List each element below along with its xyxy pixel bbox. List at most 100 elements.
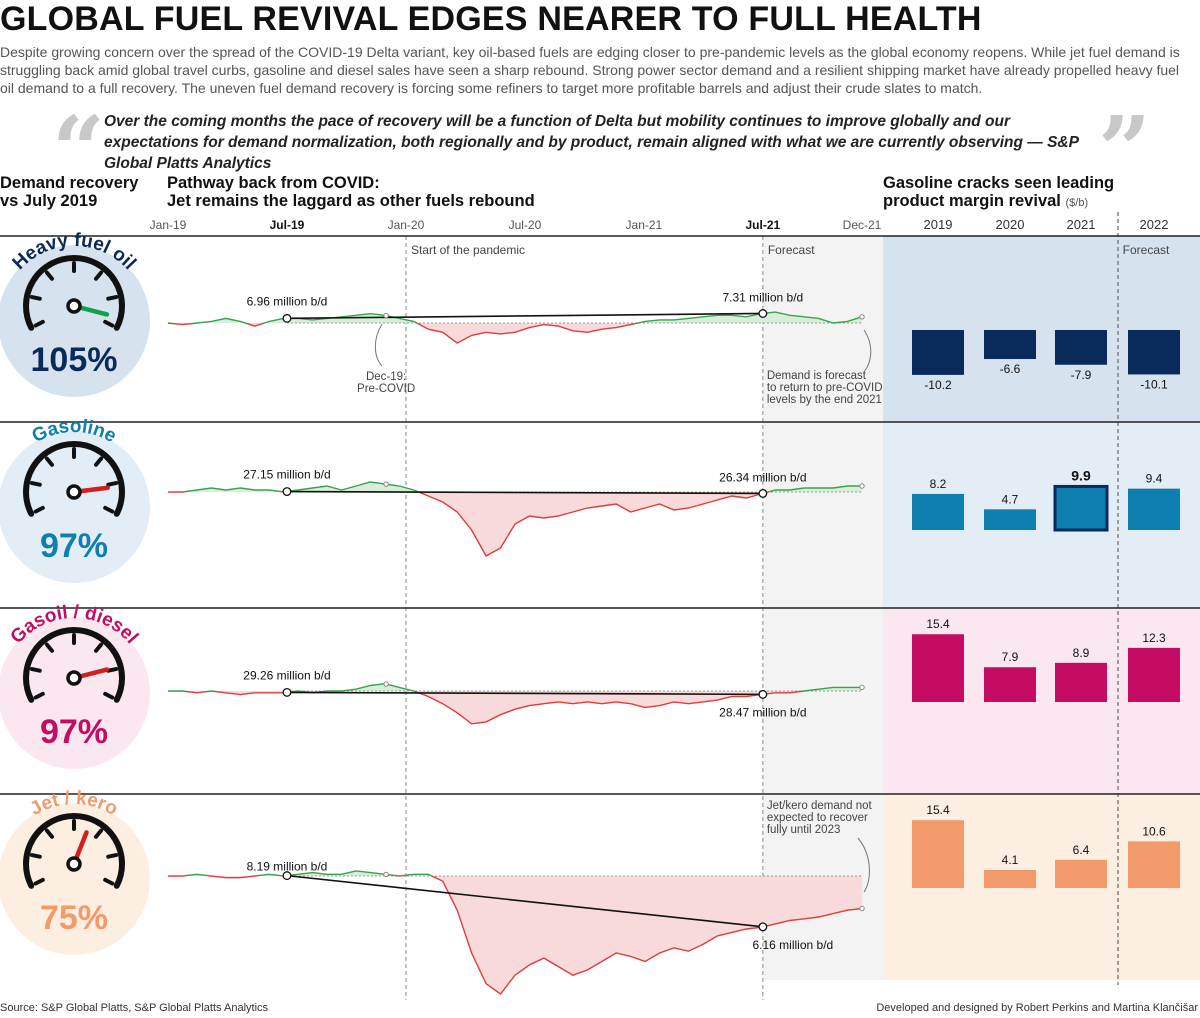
end-marker [859, 483, 865, 489]
hfo-forecast-note: to return to pre-COVID [767, 382, 883, 394]
crack-value-label: 15.4 [926, 803, 950, 817]
jul19-jul21-connector [286, 490, 763, 495]
gauge-tick [94, 456, 104, 467]
jul19-marker [282, 487, 292, 496]
crack-bar [1055, 330, 1107, 365]
forecast-label: Forecast [768, 243, 815, 257]
gauge-disc [0, 803, 150, 955]
gauge-tick [29, 481, 42, 487]
x-tick-label: Jan-21 [626, 218, 663, 232]
jet-forecast-note: fully until 2023 [767, 824, 841, 836]
x-tick-label: Jul-19 [270, 218, 305, 232]
jul21-marker [758, 689, 768, 699]
crack-value-label: 12.3 [1142, 631, 1166, 645]
intro-text: Despite growing concern over the spread … [0, 44, 1180, 96]
gauge-icon [23, 813, 125, 889]
jul21-value-label: 7.31 million b/d [722, 290, 803, 304]
crack-value-label: -10.1 [1140, 377, 1168, 391]
crack-value-label: 4.1 [1002, 853, 1019, 867]
pre-covid-note: Pre-COVID [357, 383, 415, 395]
gauge-tick [103, 319, 115, 328]
recovery-percent: 97% [40, 713, 108, 751]
cracks-panel-bg-hfo [883, 236, 1200, 422]
gauge-tick [44, 828, 54, 839]
gauge-tick [33, 319, 45, 328]
gauge-tick [33, 505, 45, 514]
gauge-disc [0, 617, 150, 769]
open-quote-icon: “ [52, 96, 105, 204]
gauge-tick [106, 481, 119, 487]
dec19-marker [383, 312, 389, 319]
jul19-marker [282, 687, 292, 697]
crack-value-label: 8.2 [930, 477, 947, 491]
x-tick-label: Jan-19 [150, 218, 187, 232]
jul21-value-label: 26.34 million b/d [719, 470, 806, 484]
gauge-tick [44, 456, 54, 467]
analyst-quote: Over the coming months the pace of recov… [104, 113, 1079, 172]
gauge-icon [23, 255, 125, 331]
jul19-value-label: 8.19 million b/d [247, 860, 328, 874]
area-below-baseline [168, 691, 862, 724]
bar-year-label: 2022 [1140, 217, 1169, 232]
x-tick-label: Jan-20 [388, 218, 425, 232]
gauge-tick [44, 642, 54, 653]
crack-bar [1055, 859, 1107, 888]
close-quote-icon: ” [1098, 96, 1151, 204]
crack-value-label: 15.4 [926, 617, 950, 631]
jet-forecast-note: expected to recover [767, 812, 868, 824]
demand-line-below [167, 323, 840, 344]
recovery-percent: 97% [40, 527, 108, 565]
jul19-jul21-connector [286, 312, 763, 320]
crack-value-label: 9.4 [1146, 472, 1163, 486]
jet-forecast-note: Jet/kero demand not [767, 800, 873, 812]
gauge-tick [33, 877, 45, 886]
crack-value-label: 6.4 [1073, 843, 1090, 857]
dec19-marker [383, 481, 389, 487]
area-above-baseline [168, 482, 862, 492]
area-below-baseline [168, 876, 862, 994]
hfo-note-pointer [863, 329, 872, 373]
crack-bar [1128, 488, 1180, 530]
crack-bar [1128, 841, 1180, 888]
end-marker [859, 684, 865, 691]
jul21-marker [758, 922, 768, 932]
crack-value-label: 4.7 [1002, 492, 1019, 506]
demand-line-below [168, 876, 863, 995]
panel-diesel: 29.26 million b/d28.47 million b/d97%Gas… [0, 602, 1180, 769]
panel-jet: 8.19 million b/d6.16 million b/d75%Jet /… [0, 788, 1180, 995]
recovery-percent: 75% [40, 899, 108, 937]
jul21-value-label: 6.16 million b/d [752, 938, 833, 952]
recovery-percent: 105% [31, 341, 118, 379]
crack-value-label: -7.9 [1071, 368, 1092, 382]
bar-year-label: 2020 [996, 217, 1025, 232]
hfo-forecast-note: levels by the end 2021 [767, 394, 882, 406]
crack-bar [984, 869, 1036, 888]
page-title: GLOBAL FUEL REVIVAL EDGES NEARER TO FULL… [0, 0, 982, 38]
credit-note: Developed and designed by Robert Perkins… [876, 1002, 1198, 1014]
pre-covid-note: Dec-19: [366, 371, 406, 383]
gauge-hub [66, 670, 82, 686]
pre-covid-pointer [374, 323, 383, 367]
crack-bar [1128, 330, 1180, 375]
gauge-tick [103, 877, 115, 886]
gauge-tick [103, 691, 115, 700]
gauge-tick [94, 270, 104, 281]
gauge-tick [29, 295, 42, 301]
crack-bar [984, 330, 1036, 360]
jul19-jul21-connector [286, 691, 763, 696]
gauge-tick [29, 853, 42, 859]
end-marker [859, 905, 865, 912]
cracks-unit: ($/b) [1065, 197, 1089, 209]
dec19-marker [383, 871, 389, 878]
jul21-marker [758, 309, 768, 318]
jet-note-pointer [857, 837, 870, 893]
gauge-hub [66, 856, 82, 872]
jul21-marker [758, 488, 768, 498]
crack-bar [1055, 662, 1107, 702]
area-above-baseline [168, 312, 862, 323]
pathway-header: Pathway back from COVID: Jet remains the … [167, 174, 535, 210]
gauge-tick [106, 295, 119, 301]
demand-line-below [168, 492, 771, 557]
crack-bar [912, 330, 964, 375]
